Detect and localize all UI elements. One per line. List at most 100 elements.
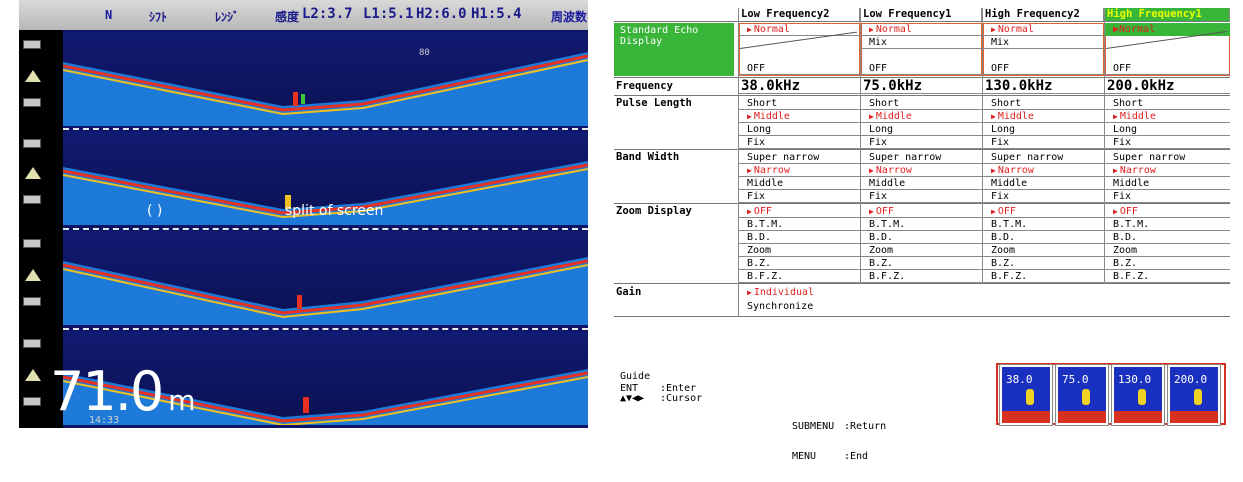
std-mix-col3[interactable]: Mix — [983, 36, 1104, 49]
zoom-display-option[interactable]: B.Z. — [739, 257, 860, 270]
zoom-display-option[interactable]: B.F.Z. — [1105, 270, 1230, 283]
guide-cursor-desc: :Cursor — [660, 393, 703, 404]
std-off-col1[interactable]: OFF — [739, 62, 860, 75]
band-width-option[interactable]: Super narrow — [739, 151, 860, 164]
frequency-col4[interactable]: 200.0kHz — [1105, 78, 1230, 94]
band-width-option[interactable]: Super narrow — [983, 151, 1104, 164]
std-off-col4[interactable]: OFF — [1105, 62, 1230, 75]
std-normal-col1[interactable]: ▶ Normal — [739, 23, 860, 36]
band-width-option[interactable]: Super narrow — [1105, 151, 1230, 164]
zoom-display-option[interactable]: ▶ OFF — [739, 205, 860, 218]
band-width-option[interactable]: Middle — [861, 177, 982, 190]
guide-cursor-keys: ▲▼◀▶ — [620, 393, 645, 404]
gain-l1: L1:5.1 — [363, 6, 414, 22]
thumbnail-freq-4[interactable]: 200.0 — [1167, 364, 1221, 426]
split-caption-right: split of screen — [285, 203, 384, 219]
pulse-length-option[interactable]: Fix — [861, 136, 982, 149]
pulse-length-option[interactable]: ▶ Middle — [739, 110, 860, 123]
frequency-col3[interactable]: 130.0kHz — [983, 78, 1104, 94]
gain-label: Gain — [616, 286, 642, 298]
zoom-display-option[interactable]: B.F.Z. — [739, 270, 860, 283]
std-echo-col1[interactable] — [739, 23, 860, 76]
std-normal-col2[interactable]: ▶ Normal — [861, 23, 982, 36]
echo-settings-menu: Low Frequency2 Low Frequency1 High Frequ… — [614, 8, 1230, 462]
pulse-length-option[interactable]: ▶ Middle — [983, 110, 1104, 123]
zoom-display-option[interactable]: B.Z. — [983, 257, 1104, 270]
band-width-option[interactable]: Middle — [983, 177, 1104, 190]
thumbnail-freq-1[interactable]: 38.0 — [999, 364, 1053, 426]
std-mix-col2[interactable]: Mix — [861, 36, 982, 49]
frequency-thumbnails-frame — [996, 363, 1226, 425]
band-width-option[interactable]: ▶ Narrow — [861, 164, 982, 177]
zoom-display-option[interactable]: B.T.M. — [861, 218, 982, 231]
pulse-length-option[interactable]: Fix — [739, 136, 860, 149]
band-width-option[interactable]: Middle — [1105, 177, 1230, 190]
zoom-display-option[interactable]: B.D. — [983, 231, 1104, 244]
echo-panel-high1 — [19, 331, 588, 425]
gain-individual-option[interactable]: ▶ Individual — [747, 287, 815, 298]
guide-ent-desc: :Enter — [660, 383, 697, 394]
zoom-display-option[interactable]: B.T.M. — [983, 218, 1104, 231]
zoom-display-option[interactable]: B.F.Z. — [983, 270, 1104, 283]
band-width-option[interactable]: Fix — [983, 190, 1104, 203]
pulse-length-option[interactable]: Long — [739, 123, 860, 136]
pulse-length-option[interactable]: Short — [1105, 97, 1230, 110]
thumbnail-freq-2[interactable]: 75.0 — [1055, 364, 1109, 426]
pulse-length-option[interactable]: Fix — [983, 136, 1104, 149]
standard-echo-display-label: Standard Echo Display — [614, 23, 734, 76]
range-button[interactable]: ﾚﾝｼﾞ — [215, 10, 240, 24]
band-width-option[interactable]: Super narrow — [861, 151, 982, 164]
depth-ruler — [19, 30, 63, 428]
zoom-display-option[interactable]: B.F.Z. — [861, 270, 982, 283]
band-width-option[interactable]: ▶ Narrow — [983, 164, 1104, 177]
echo-panel-high2 — [19, 231, 588, 325]
band-width-option[interactable]: Fix — [1105, 190, 1230, 203]
zoom-display-option[interactable]: B.D. — [861, 231, 982, 244]
depth-sub-info: 14:33 — [89, 415, 120, 426]
zoom-display-option[interactable]: B.T.M. — [739, 218, 860, 231]
zoom-display-option[interactable]: B.Z. — [861, 257, 982, 270]
band-width-option[interactable]: ▶ Narrow — [739, 164, 860, 177]
guide-ent-key: ENT — [620, 383, 639, 394]
std-echo-col2[interactable] — [861, 23, 982, 76]
std-echo-col3[interactable] — [983, 23, 1104, 76]
pulse-length-option[interactable]: ▶ Middle — [1105, 110, 1230, 123]
shift-button[interactable]: ｼﾌﾄ — [149, 10, 168, 24]
band-width-option[interactable]: ▶ Narrow — [1105, 164, 1230, 177]
zoom-display-option[interactable]: Zoom — [1105, 244, 1230, 257]
band-width-option[interactable]: Fix — [739, 190, 860, 203]
zoom-display-option[interactable]: B.D. — [739, 231, 860, 244]
frequency-col1[interactable]: 38.0kHz — [739, 78, 860, 94]
zoom-display-option[interactable]: ▶ OFF — [861, 205, 982, 218]
pulse-length-option[interactable]: Fix — [1105, 136, 1230, 149]
guide-menu-key: MENU — [792, 451, 817, 462]
header-high-frequency1[interactable]: High Frequency1 — [1105, 8, 1230, 21]
zoom-display-option[interactable]: Zoom — [739, 244, 860, 257]
band-width-option[interactable]: Fix — [861, 190, 982, 203]
zoom-display-option[interactable]: B.T.M. — [1105, 218, 1230, 231]
pulse-length-option[interactable]: Short — [983, 97, 1104, 110]
gain-synchronize-option[interactable]: Synchronize — [747, 301, 814, 312]
zoom-display-option[interactable]: B.D. — [1105, 231, 1230, 244]
std-normal-col4[interactable]: ▶Normal — [1105, 23, 1230, 36]
pulse-length-option[interactable]: Long — [861, 123, 982, 136]
zoom-display-option[interactable]: B.Z. — [1105, 257, 1230, 270]
echo-panel-low1 — [19, 131, 588, 225]
guide-submenu-key: SUBMENU — [792, 421, 835, 432]
band-width-option[interactable]: Middle — [739, 177, 860, 190]
std-normal-col3[interactable]: ▶ Normal — [983, 23, 1104, 36]
pulse-length-option[interactable]: Long — [983, 123, 1104, 136]
frequency-col2[interactable]: 75.0kHz — [861, 78, 982, 94]
std-off-col3[interactable]: OFF — [983, 62, 1104, 75]
pulse-length-option[interactable]: Long — [1105, 123, 1230, 136]
zoom-display-option[interactable]: Zoom — [861, 244, 982, 257]
pulse-length-option[interactable]: ▶ Middle — [861, 110, 982, 123]
zoom-display-option[interactable]: ▶ OFF — [1105, 205, 1230, 218]
frequency-menu-button[interactable]: 周波数 — [551, 10, 588, 24]
pulse-length-option[interactable]: Short — [739, 97, 860, 110]
thumbnail-freq-3[interactable]: 130.0 — [1111, 364, 1165, 426]
zoom-display-option[interactable]: Zoom — [983, 244, 1104, 257]
zoom-display-option[interactable]: ▶ OFF — [983, 205, 1104, 218]
pulse-length-option[interactable]: Short — [861, 97, 982, 110]
std-off-col2[interactable]: OFF — [861, 62, 982, 75]
